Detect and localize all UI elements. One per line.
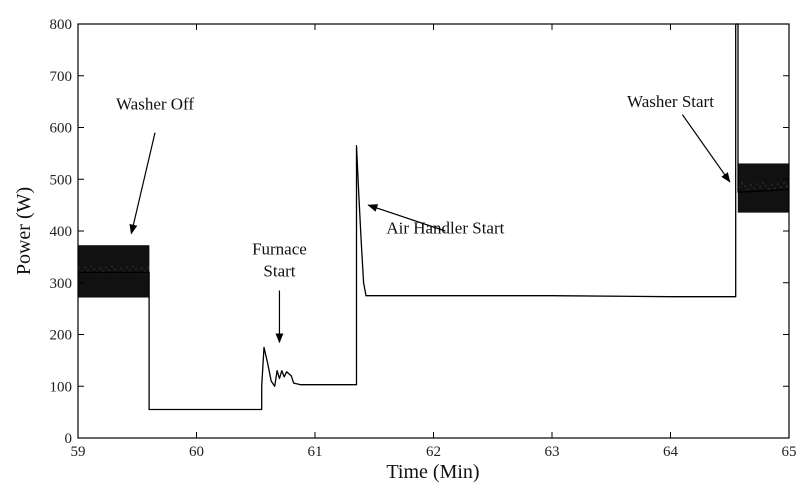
x-axis: 59 60 61 62 63 64 65 [71, 24, 797, 460]
y-tick-label: 500 [50, 172, 73, 188]
x-tick-label: 60 [189, 444, 204, 460]
x-tick-label: 61 [308, 444, 323, 460]
annotation-label: Air Handler Start [386, 219, 504, 238]
y-tick-label: 700 [50, 69, 73, 85]
y-tick-label: 800 [50, 17, 73, 33]
y-tick-label: 600 [50, 121, 73, 137]
x-axis-title: Time (Min) [386, 461, 479, 483]
noise-band-2 [737, 163, 790, 213]
annotation-label: Washer Start [627, 92, 714, 111]
annotations: Washer Off Furnace Start Air Handler Start W… [116, 92, 731, 344]
x-tick-label: 63 [545, 444, 560, 460]
y-tick-label: 200 [50, 328, 73, 344]
annotation-2: Furnace Start [252, 239, 307, 344]
annotation-3: Air Handler Start [367, 204, 505, 238]
plot-marks [77, 23, 790, 411]
annotation-arrow [129, 132, 156, 235]
x-tick-label: 59 [71, 444, 86, 460]
y-tick-label: 100 [50, 379, 73, 395]
y-axis: 0 100 200 300 400 500 600 700 800 [50, 17, 789, 447]
series-line-1 [78, 23, 790, 411]
noise-band-1 [77, 245, 150, 298]
x-tick-label: 62 [426, 444, 441, 460]
y-tick-label: 0 [65, 431, 73, 447]
annotation-arrow [681, 114, 731, 183]
annotation-arrow [367, 204, 446, 232]
annotation-label: Washer Off [116, 94, 194, 113]
y-axis-title: Power (W) [13, 187, 35, 275]
x-tick-label: 64 [663, 444, 679, 460]
y-tick-label: 400 [50, 224, 73, 240]
annotation-4: Washer Start [627, 92, 731, 183]
annotation-1: Washer Off [116, 94, 194, 235]
x-tick-label: 65 [782, 444, 797, 460]
y-tick-label: 300 [50, 276, 73, 292]
annotation-label: Furnace Start [252, 239, 307, 280]
